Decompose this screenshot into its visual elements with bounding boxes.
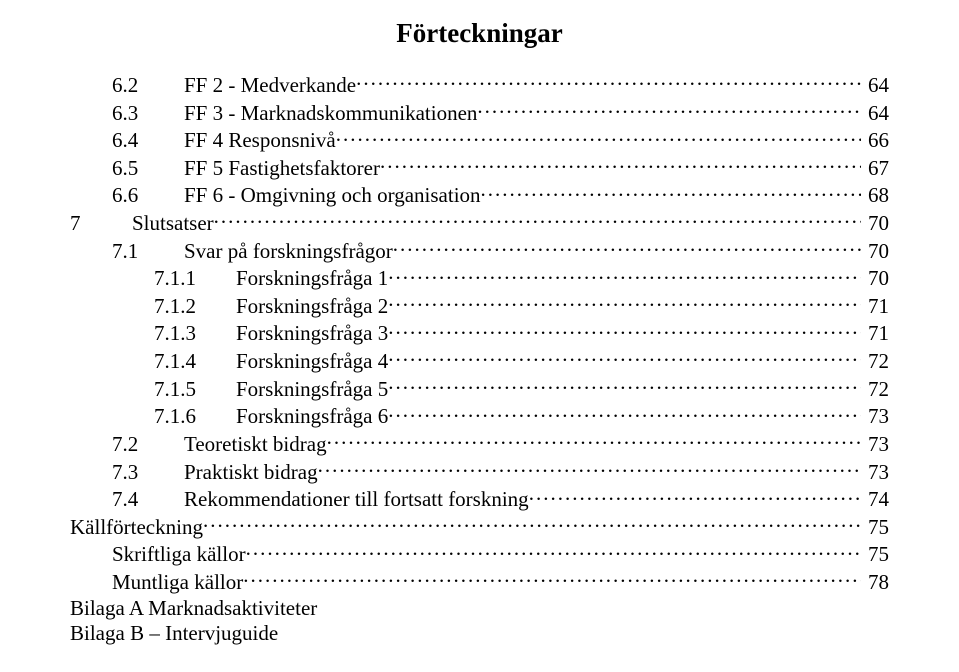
toc-leader [388,375,861,396]
toc-entry-page: 68 [861,183,889,209]
toc-entry: Bilaga A Marknadsaktiviteter [70,596,889,622]
toc-leader [481,181,861,202]
toc-entry-page: 75 [861,515,889,541]
toc-entry-number: 7.1.3 [154,321,236,347]
toc-entry-label: Källförteckning [70,515,203,541]
toc-entry-number: 7.1.6 [154,404,236,430]
toc-leader [214,209,861,230]
toc-entry-page: 72 [861,377,889,403]
toc-leader [388,292,861,313]
page-title: Förteckningar [70,18,889,49]
toc-entry-page: 66 [861,128,889,154]
toc-list: 6.2FF 2 - Medverkande646.3FF 3 - Marknad… [70,71,889,647]
toc-entry-page: 70 [861,266,889,292]
toc-entry-label: Forskningsfråga 3 [236,321,388,347]
toc-entry-number: 6.6 [112,183,184,209]
toc-entry-page: 72 [861,349,889,375]
toc-entry-page: 71 [861,321,889,347]
toc-entry-number: 7.2 [112,432,184,458]
toc-entry: 7.1Svar på forskningsfrågor 70 [70,237,889,265]
toc-entry: 7.1.6Forskningsfråga 6 73 [70,402,889,430]
toc-entry-number: 6.2 [112,73,184,99]
toc-entry-page: 67 [861,156,889,182]
toc-entry: 7Slutsatser 70 [70,209,889,237]
toc-entry: 6.5FF 5 Fastighetsfaktorer 67 [70,154,889,182]
toc-entry-number: 7.4 [112,487,184,513]
toc-entry: 7.1.4Forskningsfråga 4 72 [70,347,889,375]
toc-entry-label: Bilaga B – Intervjuguide [70,621,278,647]
toc-leader [327,430,861,451]
toc-entry: 7.1.5Forskningsfråga 5 72 [70,375,889,403]
toc-entry: 7.1.3Forskningsfråga 3 71 [70,319,889,347]
toc-page: Förteckningar 6.2FF 2 - Medverkande646.3… [0,0,959,647]
toc-entry-label: Praktiskt bidrag [184,460,318,486]
toc-entry-number: 7.1.5 [154,377,236,403]
toc-leader [393,237,861,258]
toc-entry-page: 71 [861,294,889,320]
toc-entry-label: FF 2 - Medverkande [184,73,356,99]
toc-entry: 6.3FF 3 - Marknadskommunikationen 64 [70,99,889,127]
toc-leader [243,568,861,589]
toc-leader [388,319,861,340]
toc-leader [336,126,861,147]
toc-entry: 7.1.2Forskningsfråga 2 71 [70,292,889,320]
toc-entry-label: Forskningsfråga 2 [236,294,388,320]
toc-entry-number: 7.1.1 [154,266,236,292]
toc-entry: Skriftliga källor 75 [70,540,889,568]
toc-entry: 7.3Praktiskt bidrag 73 [70,458,889,486]
toc-entry-label: FF 4 Responsnivå [184,128,336,154]
toc-entry-number: 7.3 [112,460,184,486]
toc-leader [356,71,861,92]
toc-entry-number: 7.1.2 [154,294,236,320]
toc-entry-label: Muntliga källor [112,570,243,596]
toc-entry-page: 70 [861,239,889,265]
toc-entry-number: 6.3 [112,101,184,127]
toc-entry-label: Skriftliga källor [112,542,246,568]
toc-leader [318,458,861,479]
toc-entry-label: Teoretiskt bidrag [184,432,327,458]
toc-entry-label: Forskningsfråga 5 [236,377,388,403]
toc-entry: 6.6FF 6 - Omgivning och organisation 68 [70,181,889,209]
toc-leader [529,485,861,506]
toc-entry: Bilaga B – Intervjuguide [70,621,889,647]
toc-entry-page: 78 [861,570,889,596]
toc-entry-page: 74 [861,487,889,513]
toc-entry-page: 75 [861,542,889,568]
toc-entry-label: Slutsatser [132,211,214,237]
toc-entry-label: Rekommendationer till fortsatt forskning [184,487,529,513]
toc-leader [388,264,861,285]
toc-leader [388,347,861,368]
toc-entry-number: 6.4 [112,128,184,154]
toc-entry: 7.2Teoretiskt bidrag 73 [70,430,889,458]
toc-entry: Källförteckning 75 [70,513,889,541]
toc-entry-label: Forskningsfråga 4 [236,349,388,375]
toc-entry: 6.4FF 4 Responsnivå 66 [70,126,889,154]
toc-entry-label: FF 3 - Marknadskommunikationen [184,101,477,127]
toc-entry-label: Bilaga A Marknadsaktiviteter [70,596,317,622]
toc-leader [246,540,861,561]
toc-entry-label: Svar på forskningsfrågor [184,239,393,265]
toc-entry-label: FF 6 - Omgivning och organisation [184,183,481,209]
toc-leader [388,402,861,423]
toc-leader [477,99,861,120]
toc-entry-number: 7 [70,211,132,237]
toc-entry-page: 70 [861,211,889,237]
toc-entry-page: 73 [861,460,889,486]
toc-entry-number: 6.5 [112,156,184,182]
toc-entry-label: Forskningsfråga 6 [236,404,388,430]
toc-entry-number: 7.1 [112,239,184,265]
toc-entry-page: 73 [861,432,889,458]
toc-entry-number: 7.1.4 [154,349,236,375]
toc-entry-page: 73 [861,404,889,430]
toc-entry-page: 64 [861,101,889,127]
toc-entry-label: Forskningsfråga 1 [236,266,388,292]
toc-entry-page: 64 [861,73,889,99]
toc-leader [380,154,861,175]
toc-leader [203,513,861,534]
toc-entry-label: FF 5 Fastighetsfaktorer [184,156,380,182]
toc-entry: Muntliga källor 78 [70,568,889,596]
toc-entry: 7.1.1Forskningsfråga 1 70 [70,264,889,292]
toc-entry: 7.4Rekommendationer till fortsatt forskn… [70,485,889,513]
toc-entry: 6.2FF 2 - Medverkande 64 [70,71,889,99]
